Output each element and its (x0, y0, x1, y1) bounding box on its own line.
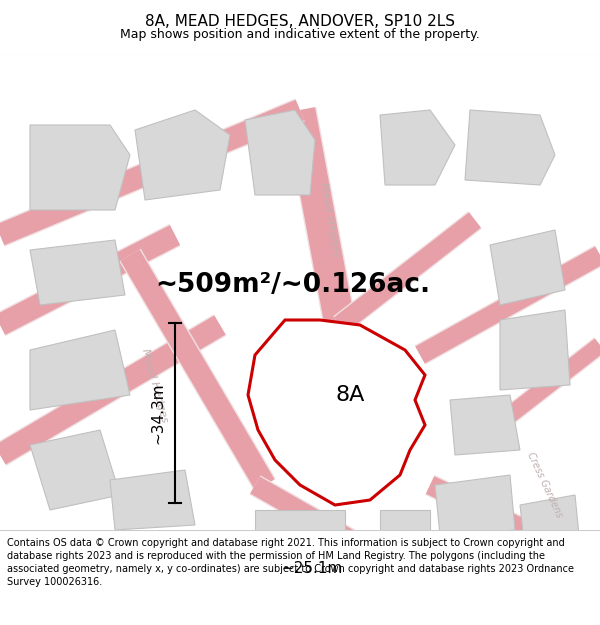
Text: ~509m²/~0.126ac.: ~509m²/~0.126ac. (155, 272, 430, 298)
Text: 8A, MEAD HEDGES, ANDOVER, SP10 2LS: 8A, MEAD HEDGES, ANDOVER, SP10 2LS (145, 14, 455, 29)
Text: Contains OS data © Crown copyright and database right 2021. This information is : Contains OS data © Crown copyright and d… (7, 538, 574, 588)
Polygon shape (490, 230, 565, 305)
Polygon shape (500, 310, 570, 390)
Polygon shape (135, 110, 230, 200)
Polygon shape (450, 395, 520, 455)
Text: Mead Hedges: Mead Hedges (140, 347, 170, 423)
Polygon shape (465, 110, 555, 185)
Polygon shape (110, 470, 195, 530)
Polygon shape (30, 240, 125, 305)
Polygon shape (380, 110, 455, 185)
Polygon shape (380, 510, 430, 545)
Text: ~25.1m: ~25.1m (282, 561, 343, 576)
Polygon shape (248, 320, 425, 505)
Polygon shape (520, 495, 580, 550)
Polygon shape (30, 330, 130, 410)
Polygon shape (30, 125, 130, 210)
Polygon shape (30, 430, 120, 510)
Polygon shape (435, 475, 515, 535)
Text: Mead Hedges: Mead Hedges (319, 182, 341, 258)
Text: 8A: 8A (335, 385, 365, 405)
Text: Cress Gardens: Cress Gardens (526, 451, 565, 519)
Polygon shape (255, 510, 345, 555)
Text: ~34.3m: ~34.3m (150, 382, 165, 444)
Text: Map shows position and indicative extent of the property.: Map shows position and indicative extent… (120, 28, 480, 41)
Polygon shape (245, 110, 315, 195)
